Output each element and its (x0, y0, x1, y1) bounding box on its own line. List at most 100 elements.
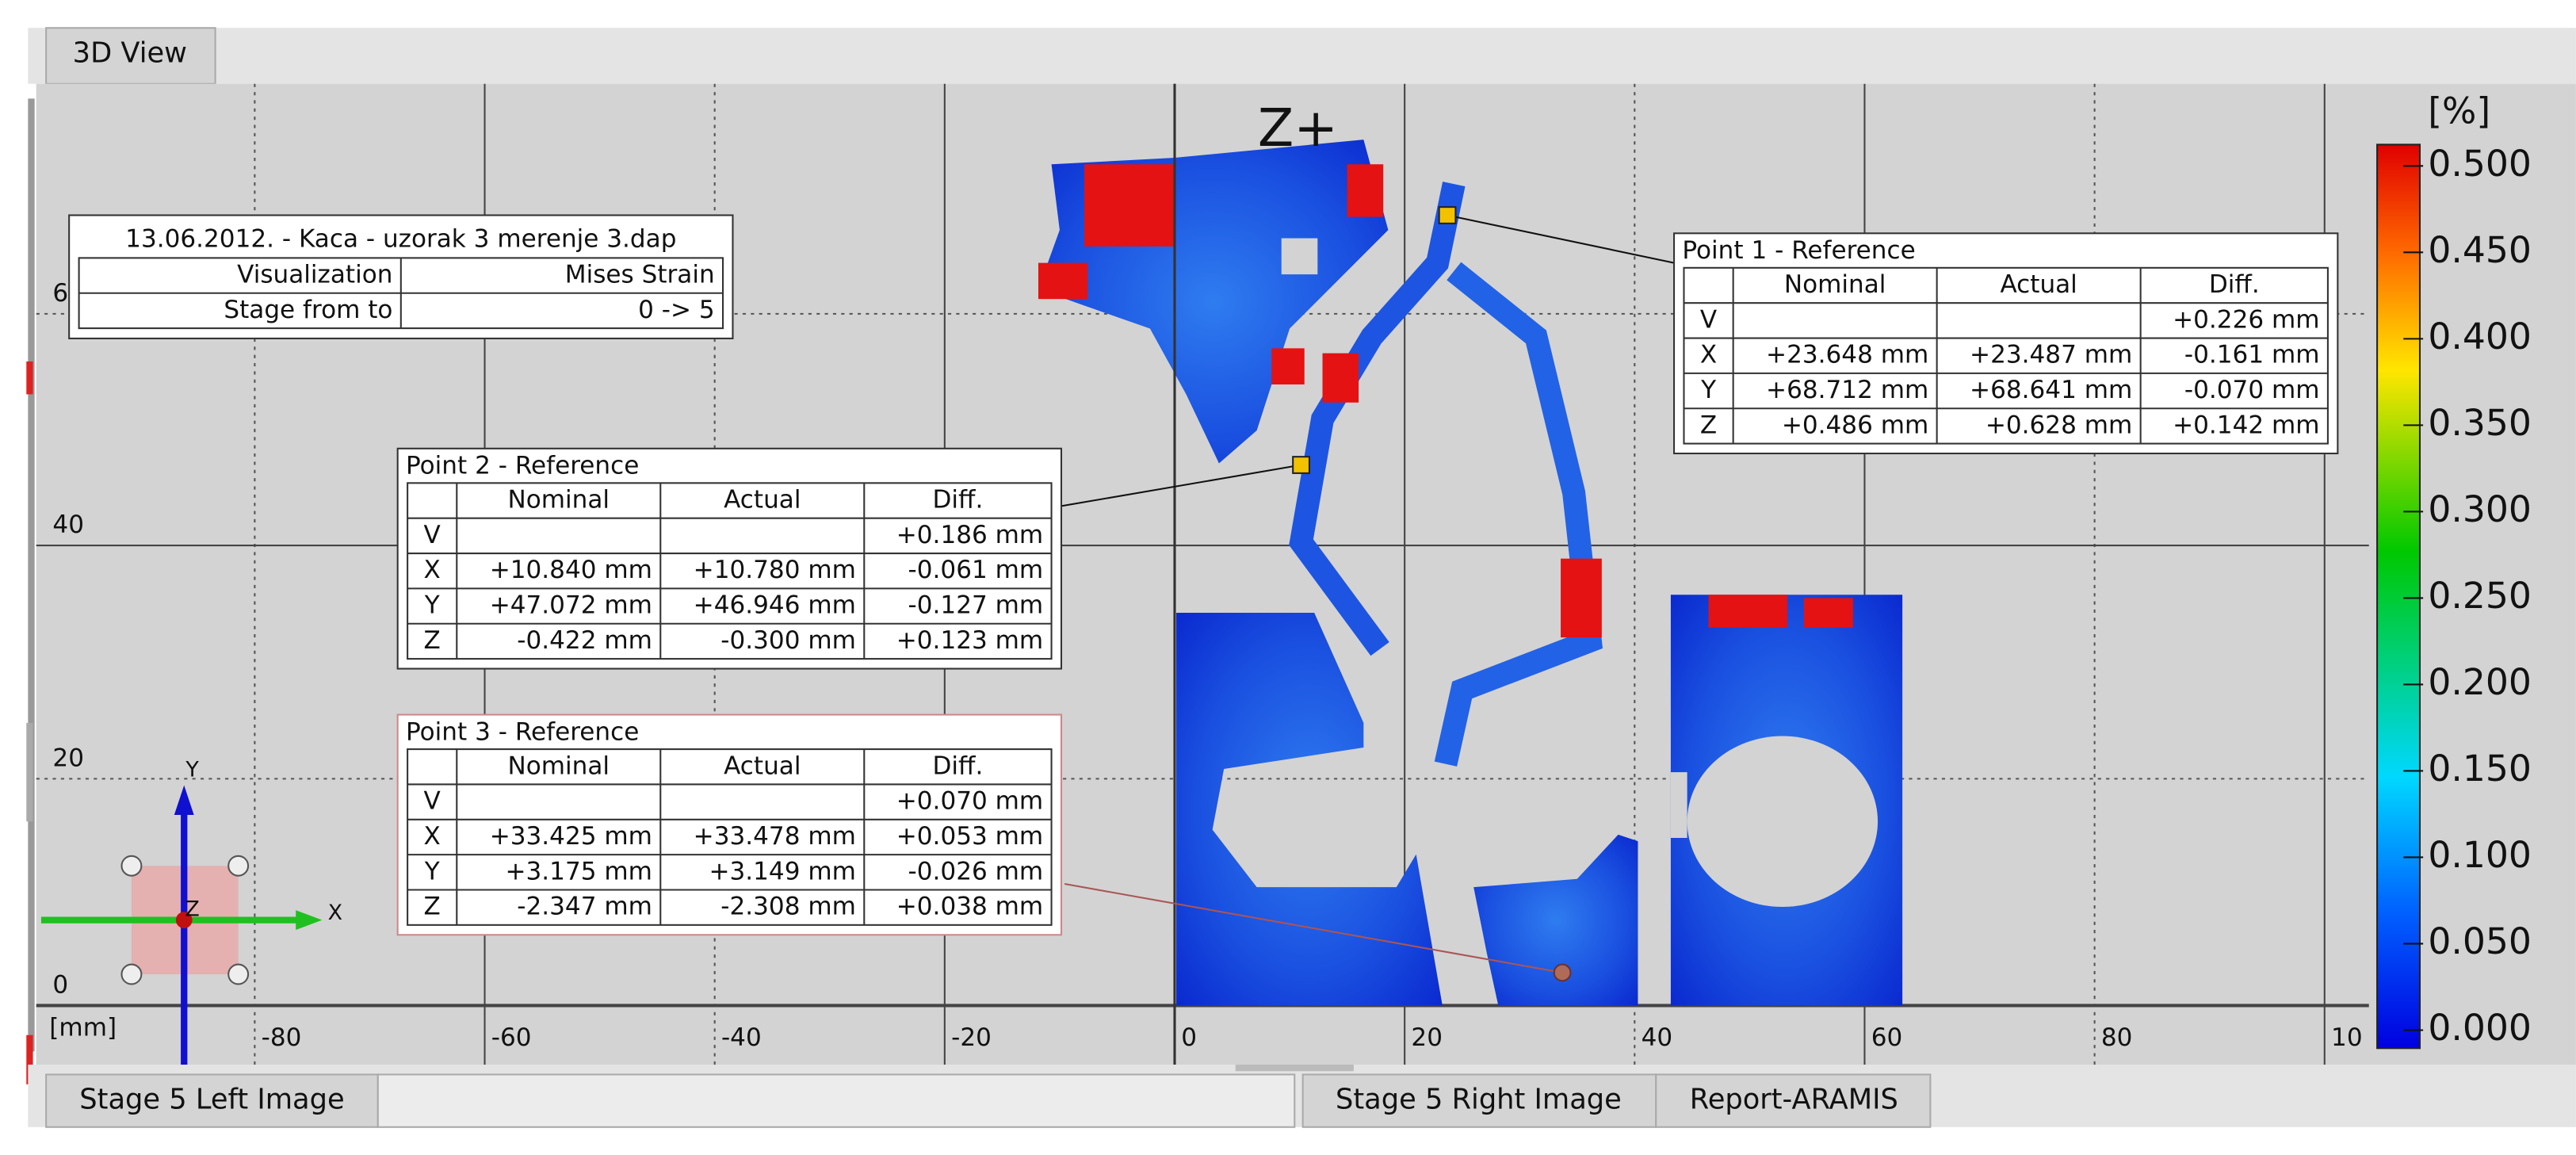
tab-left-image[interactable] (45, 1073, 379, 1128)
info-cell: Stage from to (224, 296, 392, 324)
handle[interactable] (120, 855, 143, 877)
y-tick-label: 20 (52, 744, 84, 773)
cell-nominal: +68.712 mm (1766, 376, 1928, 404)
tab-3d-view[interactable] (45, 27, 216, 85)
point-title: Point 2 - Reference (406, 452, 639, 480)
handle[interactable] (227, 855, 250, 877)
y-tick-label: 40 (52, 511, 84, 539)
x-tick-label: -60 (491, 1023, 532, 1052)
cell-diff: +0.226 mm (2173, 305, 2319, 334)
column-header: Actual (724, 752, 801, 780)
tables: 13.06.2012. - Kaca - uzorak 3 merenje 3.… (68, 214, 2339, 936)
cell-nominal: +0.486 mm (1782, 411, 1928, 439)
tab-label[interactable]: Report-ARAMIS (1690, 1084, 1898, 1116)
tab-label[interactable]: 3D View (73, 36, 187, 69)
triad-label: Z (185, 897, 199, 922)
strain-hot (1347, 164, 1384, 217)
handle[interactable] (227, 963, 250, 985)
row-axis: V (424, 521, 441, 549)
colorbar-ticks: 0.500 0.450 0.400 0.350 0.300 0.250 0.200 0.150… (2403, 143, 2532, 1049)
column-header: Nominal (1784, 270, 1886, 299)
column-header: Actual (2000, 270, 2077, 299)
point-box (1673, 232, 2339, 455)
cell-nominal: +33.425 mm (490, 822, 652, 851)
colorbar-label: 0.350 (2428, 402, 2531, 444)
axis-triad: Y Z X (40, 758, 342, 1065)
x-tick-label: 80 (2101, 1023, 2133, 1052)
colorbar-unit: [%] (2428, 90, 2490, 132)
row-axis: X (424, 822, 441, 851)
colorbar-label: 0.300 (2428, 488, 2531, 530)
point-box (396, 713, 1063, 936)
row-axis: Y (424, 591, 441, 620)
cell-diff: -0.026 mm (908, 857, 1044, 885)
info-title: 13.06.2012. - Kaca - uzorak 3 merenje 3.… (125, 225, 676, 254)
x-tick-label: 20 (1411, 1023, 1443, 1052)
cell-actual: +23.487 mm (1970, 341, 2132, 369)
triad-arrow (296, 910, 323, 931)
colorbar-label: 0.050 (2428, 920, 2531, 962)
x-tick-label: 60 (1871, 1023, 1903, 1052)
tab-report[interactable] (1655, 1073, 1932, 1128)
cell-diff: +0.053 mm (896, 822, 1043, 851)
cell-nominal: -2.347 mm (517, 893, 652, 921)
row-axis: Z (1700, 411, 1717, 439)
strain-hot (1322, 353, 1359, 403)
leader-line (1061, 464, 1301, 507)
cell-diff: +0.070 mm (896, 787, 1043, 816)
point-marker[interactable] (1292, 456, 1310, 474)
tab-label[interactable]: Stage 5 Right Image (1336, 1084, 1622, 1116)
cell-nominal: -0.422 mm (517, 626, 652, 655)
column-header: Diff. (932, 486, 983, 514)
triad-label: X (328, 901, 342, 925)
cell-actual: -2.308 mm (720, 893, 856, 921)
cell-diff: +0.186 mm (896, 521, 1043, 549)
strain-hole (1281, 238, 1318, 275)
colorbar-label: 0.150 (2428, 748, 2531, 790)
edge-mark (26, 361, 33, 395)
row-axis: Z (424, 626, 441, 655)
point-grid (407, 748, 1053, 926)
strain-map (1038, 140, 1903, 1006)
strain-region (1176, 613, 1443, 1006)
strain-hot (1803, 598, 1853, 628)
handle[interactable] (120, 963, 143, 985)
cell-actual: +68.641 mm (1970, 376, 2132, 404)
splitter[interactable] (1235, 1065, 1354, 1072)
left-edge (28, 98, 35, 1052)
cell-actual: +33.478 mm (694, 822, 856, 851)
point-marker[interactable] (1438, 206, 1457, 224)
colorbar-label: 0.000 (2428, 1007, 2531, 1049)
cell-actual: +46.946 mm (694, 591, 856, 620)
colorbar-label: 0.200 (2428, 661, 2531, 703)
cell-nominal: +47.072 mm (490, 591, 652, 620)
leader-line (1447, 214, 1675, 264)
row-axis: X (1700, 341, 1717, 369)
info-cell: Visualization (237, 261, 392, 289)
point-marker[interactable] (1553, 963, 1572, 982)
strain-hot (1561, 558, 1602, 638)
column-header: Diff. (2209, 270, 2260, 299)
view-label: Z+ (1258, 97, 1338, 159)
tab-label[interactable]: Stage 5 Left Image (79, 1084, 344, 1116)
cell-actual: +3.149 mm (709, 857, 855, 885)
triad-label: Y (185, 758, 199, 782)
cell-diff: -0.127 mm (908, 591, 1044, 620)
point-box (396, 447, 1063, 670)
x-tick-label: -40 (721, 1023, 762, 1052)
point-grid (1683, 266, 2329, 445)
edge-mark (26, 722, 33, 822)
y-tick-label: 0 (52, 971, 68, 1000)
cell-actual: +0.628 mm (1986, 411, 2132, 439)
strain-hole (1670, 772, 1687, 838)
x-tick-label: 10 (2331, 1023, 2363, 1052)
point-grid (407, 482, 1053, 660)
colorbar-label: 0.250 (2428, 575, 2531, 617)
row-axis: Z (424, 893, 441, 921)
row-axis: V (424, 787, 441, 816)
x-tick-label: -80 (262, 1023, 302, 1052)
colorbar-label: 0.100 (2428, 834, 2531, 876)
colorbar (2376, 143, 2421, 1050)
